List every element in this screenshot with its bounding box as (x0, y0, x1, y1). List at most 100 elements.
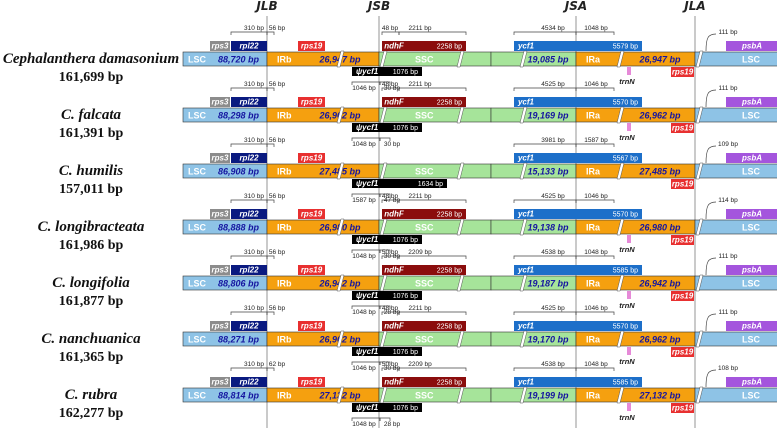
rps19-ira-gene-box (671, 123, 694, 133)
rpl22-gene-box (231, 377, 267, 387)
lsc-bp: 88,888 bp (218, 223, 260, 233)
psiycf1-label: ψycf1 (356, 235, 379, 244)
jsa-right-bp: 1587 bp (584, 137, 608, 144)
ndhf-gene-label: ndhF (384, 42, 405, 51)
rps3-gene-label: rps3 (212, 98, 229, 107)
ira-bp: 26,962 bp (638, 335, 681, 345)
break-ssc-2 (519, 218, 528, 236)
jsa-bracket-left (513, 87, 577, 91)
region-ssc (378, 387, 492, 403)
rps19-ira-gene-label: rps19 (672, 68, 694, 77)
jlb-left-bp: 310 bp (244, 137, 264, 144)
break-irb (336, 386, 345, 404)
genome-length: 161,391 bp (59, 126, 124, 141)
lsc-bp: 86,908 bp (218, 167, 260, 177)
psba-gene-box (726, 41, 777, 51)
jlb-right-bp: 56 bp (269, 137, 286, 144)
lsc-bp: 88,814 bp (218, 391, 260, 401)
rps3-gene-label: rps3 (212, 210, 229, 219)
ssc-bp: 15,133 bp (527, 167, 569, 177)
jsb-bottom-left-bp: 1046 bp (352, 365, 376, 372)
break-ira (616, 50, 625, 68)
lsc-right-label: LSC (742, 391, 761, 401)
ssc-label: SSC (415, 223, 434, 233)
species-name: C. nanchuanica (41, 331, 141, 347)
break-jla (695, 386, 704, 404)
jlb-left-bp: 310 bp (244, 25, 264, 32)
jsb-top-left-bp: 48 bp (382, 81, 399, 88)
irb-label: IRb (277, 335, 292, 345)
psiycf1-length: 1076 bp (393, 293, 418, 300)
psiycf1-length: 1076 bp (393, 125, 418, 132)
lsc-label: LSC (188, 167, 207, 177)
genome-length: 161,986 bp (59, 238, 124, 253)
psba-gene-box (726, 265, 777, 275)
break-ira (616, 106, 625, 124)
break-ssc-2 (519, 274, 528, 292)
ndhf-gene-length: 2258 bp (437, 100, 462, 107)
psba-pointer (705, 145, 717, 164)
species-name: Cephalanthera damasonium (3, 51, 179, 67)
ssc-bp: 19,169 bp (527, 111, 569, 121)
jsb-bottom-bracket-right (379, 417, 391, 421)
psba-gene-label: psbA (741, 266, 762, 275)
ycf1-gene-length: 5570 bp (613, 100, 638, 107)
jsa-bracket-right (575, 255, 615, 259)
lsc-bp: 88,720 bp (218, 55, 260, 65)
lsc-right-label: LSC (742, 111, 761, 121)
jsa-right-bp: 1046 bp (584, 193, 608, 200)
jsa-bracket-left (513, 367, 577, 371)
ssc-label: SSC (415, 335, 434, 345)
ssc-label: SSC (415, 55, 434, 65)
ndhf-gene-box (382, 321, 466, 331)
region-ssc (378, 331, 492, 347)
lsc-label: LSC (188, 335, 207, 345)
ndhf-gene-label: ndhF (384, 210, 405, 219)
jsb-bracket-right (398, 199, 467, 203)
rps3-gene-box (210, 209, 230, 219)
region-lsc-right (694, 331, 777, 347)
rps19-gene-box (298, 321, 325, 331)
jsa-right-bp: 1046 bp (584, 81, 608, 88)
rps3-gene-label: rps3 (212, 378, 229, 387)
ssc-bp: 19,170 bp (527, 335, 569, 345)
psba-distance-bp: 111 bp (719, 29, 738, 36)
rps3-gene-label: rps3 (212, 266, 229, 275)
psba-distance-bp: 111 bp (719, 85, 738, 92)
rpl22-gene-box (231, 153, 267, 163)
rps3-gene-box (210, 265, 230, 275)
jsb-bottom-bracket-right (379, 193, 391, 197)
rpl22-gene-label: rpl22 (239, 154, 259, 163)
species-row: C. humilis 157,011 bp ycf1 5567 bp LSC IRb SSC… (59, 137, 777, 204)
ycf1-gene-label: ycf1 (517, 154, 535, 163)
trnn-label: trnN (619, 413, 635, 422)
jlb-bracket-left (230, 255, 268, 259)
ndhf-gene-label: ndhF (384, 98, 405, 107)
jsa-right-bp: 1046 bp (584, 305, 608, 312)
psiycf1-length: 1076 bp (393, 69, 418, 76)
jsb-bottom-bracket-right (379, 137, 391, 141)
jsa-left-bp: 4538 bp (541, 361, 565, 368)
break-ira (616, 386, 625, 404)
rps3-gene-label: rps3 (212, 154, 229, 163)
jsb-bottom-bracket-right (379, 361, 391, 365)
rps19-gene-label: rps19 (301, 42, 323, 51)
irb-label: IRb (277, 279, 292, 289)
ycf1-gene-label: ycf1 (517, 210, 535, 219)
jsb-bottom-left-bp: 1046 bp (352, 85, 376, 92)
rpl22-gene-label: rpl22 (239, 266, 259, 275)
jsb-bottom-right-bp: 30 bp (384, 85, 401, 92)
psba-distance-bp: 108 bp (718, 365, 738, 372)
psba-pointer (705, 313, 717, 332)
jsa-bracket-left (513, 31, 577, 35)
species-rows: Cephalanthera damasonium 161,699 bp ycf1 55… (3, 25, 777, 428)
ira-label: IRa (586, 391, 601, 401)
jsa-bracket-right (575, 31, 615, 35)
psiycf1-length: 1076 bp (393, 237, 418, 244)
jlb-bracket-right (266, 255, 275, 259)
lsc-right-label: LSC (742, 279, 761, 289)
rps19-ira-gene-box (671, 291, 694, 301)
jsa-right-bp: 1048 bp (584, 361, 608, 368)
psba-gene-label: psbA (741, 42, 762, 51)
break-irb (336, 162, 345, 180)
